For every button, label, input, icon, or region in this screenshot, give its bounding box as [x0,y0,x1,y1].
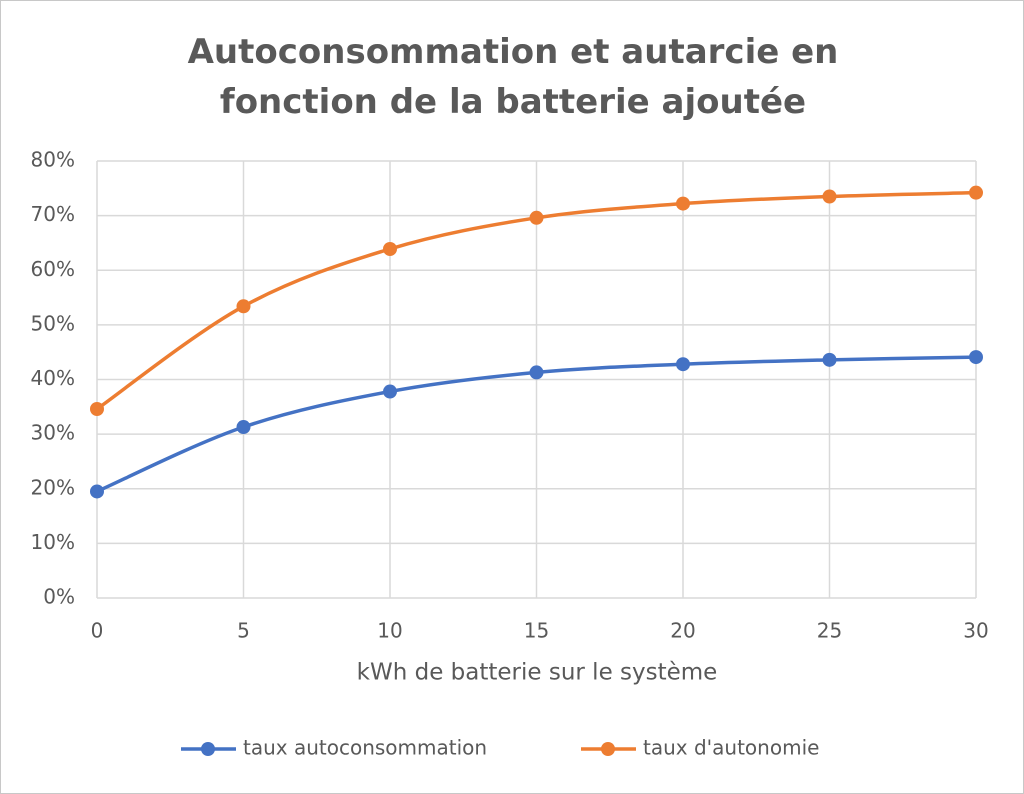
x-axis-title: kWh de batterie sur le système [357,660,718,686]
x-tick-label: 20 [670,619,695,643]
legend-label: taux autoconsommation [243,736,487,760]
y-tick-label: 80% [31,148,75,172]
y-tick-label: 10% [31,530,75,554]
data-point [529,210,544,225]
y-tick-label: 30% [31,421,75,445]
y-tick-label: 0% [43,585,75,609]
data-point [90,401,104,416]
data-point [676,357,690,372]
data-point [383,241,397,256]
y-tick-label: 50% [31,311,75,335]
y-tick-label: 40% [31,366,75,390]
data-point [383,384,397,399]
x-tick-label: 0 [91,619,104,643]
x-tick-label: 10 [377,619,402,643]
chart-title: Autoconsommation et autarcie en fonction… [187,32,839,122]
y-tick-label: 60% [31,257,75,281]
x-tick-label: 5 [237,619,250,643]
data-point [822,352,837,367]
y-tick-label: 70% [31,202,75,226]
legend-label: taux d'autonomie [643,736,819,760]
data-point [90,484,104,499]
x-tick-label: 30 [963,619,988,643]
legend-swatch [601,742,615,756]
x-tick-label: 25 [817,619,842,643]
data-point [676,196,690,211]
data-point [236,420,251,435]
data-point [969,350,983,365]
data-point [529,365,544,380]
data-point [236,299,251,314]
legend-swatch [201,742,215,756]
data-point [822,189,837,204]
x-tick-label: 15 [524,619,549,643]
y-tick-label: 20% [31,475,75,499]
data-point [969,185,983,200]
